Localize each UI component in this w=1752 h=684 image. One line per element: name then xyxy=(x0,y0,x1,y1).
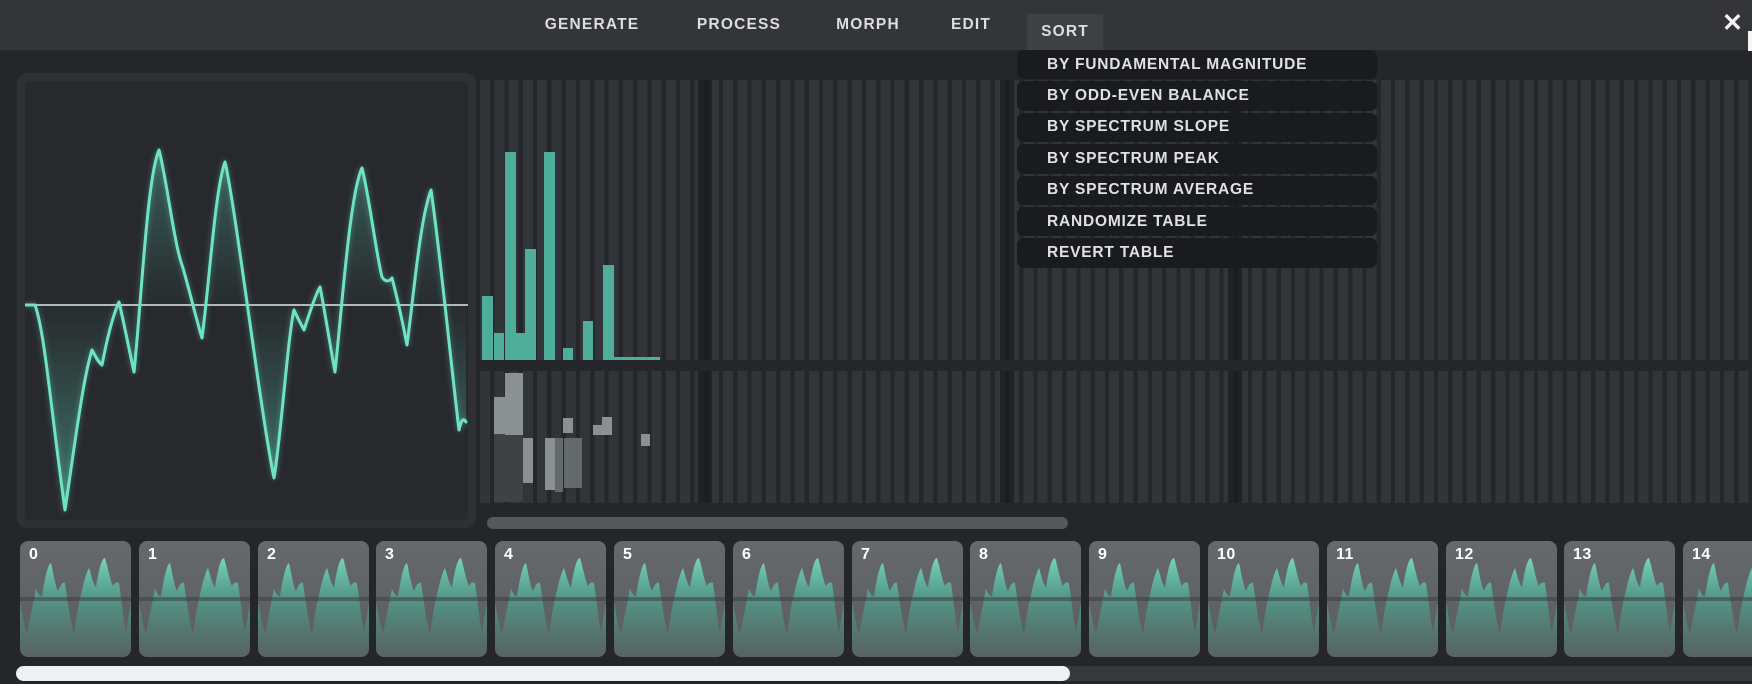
thumbnail-index-label: 0 xyxy=(29,546,39,563)
menu-item-by-spectrum-peak[interactable]: BY SPECTRUM PEAK xyxy=(1017,144,1377,174)
wavetable-thumbnail[interactable]: 7 xyxy=(852,541,963,657)
octave-separator xyxy=(1000,80,1014,360)
window-edge-sliver xyxy=(1748,31,1752,51)
amplitude-bar[interactable] xyxy=(525,249,536,360)
tab-generate[interactable]: GENERATE xyxy=(544,16,640,33)
phase-bar[interactable] xyxy=(563,418,573,433)
thumbnail-waveform xyxy=(970,558,1081,657)
thumbnail-waveform xyxy=(1089,558,1200,657)
wavetable-thumbnail[interactable]: 10 xyxy=(1208,541,1319,657)
thumbnail-waveform xyxy=(139,558,250,657)
octave-separator xyxy=(1000,371,1014,503)
amplitude-bar[interactable] xyxy=(482,296,493,360)
amplitude-bar[interactable] xyxy=(563,348,573,360)
thumbnail-waveform xyxy=(1446,558,1557,657)
thumbnail-waveform xyxy=(733,558,844,657)
table-scrollbar-thumb[interactable] xyxy=(16,666,1070,681)
wavetable-thumbnail[interactable]: 8 xyxy=(970,541,1081,657)
amplitude-bar[interactable] xyxy=(614,357,660,360)
thumbnail-waveform xyxy=(1327,558,1438,657)
thumbnail-index-label: 6 xyxy=(742,546,752,563)
thumbnail-index-label: 7 xyxy=(861,546,871,563)
thumbnail-waveform xyxy=(1564,558,1675,657)
harmonic-phase-bars[interactable] xyxy=(480,371,1752,503)
thumbnail-waveform xyxy=(1208,558,1319,657)
thumbnail-waveform xyxy=(376,558,487,657)
octave-separator xyxy=(698,80,712,360)
thumbnail-index-label: 13 xyxy=(1573,546,1592,563)
phase-bar[interactable] xyxy=(593,425,602,435)
amplitude-bar[interactable] xyxy=(505,152,516,360)
octave-separator xyxy=(698,371,712,503)
phase-bar[interactable] xyxy=(505,373,523,435)
wavetable-thumbnail[interactable]: 9 xyxy=(1089,541,1200,657)
menu-item-randomize-table[interactable]: RANDOMIZE TABLE xyxy=(1017,206,1377,237)
menu-item-by-fundamental-magnitude[interactable]: BY FUNDAMENTAL MAGNITUDE xyxy=(1017,50,1377,80)
waveform-panel xyxy=(17,73,476,528)
wavetable-thumbnail[interactable]: 5 xyxy=(614,541,725,657)
amplitude-bar[interactable] xyxy=(494,333,504,360)
phase-bar[interactable] xyxy=(555,438,563,492)
thumbnail-index-label: 2 xyxy=(267,546,277,563)
thumbnail-index-label: 4 xyxy=(504,546,514,563)
thumbnail-waveform xyxy=(20,558,131,657)
wavetable-thumbnail[interactable]: 11 xyxy=(1327,541,1438,657)
thumbnail-index-label: 3 xyxy=(385,546,395,563)
phase-bar[interactable] xyxy=(494,434,523,502)
phase-bar[interactable] xyxy=(602,417,612,435)
wavetable-thumbnail[interactable]: 2 xyxy=(258,541,369,657)
close-icon[interactable]: ✕ xyxy=(1722,9,1743,37)
spectrum-horizontal-scrollbar[interactable] xyxy=(487,517,1068,529)
menu-item-revert-table[interactable]: REVERT TABLE xyxy=(1017,238,1377,268)
sort-dropdown-menu: BY FUNDAMENTAL MAGNITUDE BY ODD-EVEN BAL… xyxy=(1017,50,1377,268)
tab-morph[interactable]: MORPH xyxy=(836,16,900,33)
phase-bar[interactable] xyxy=(641,434,650,446)
phase-bar[interactable] xyxy=(523,438,533,483)
wavetable-thumbnail[interactable]: 4 xyxy=(495,541,606,657)
menu-item-by-odd-even-balance[interactable]: BY ODD-EVEN BALANCE xyxy=(1017,81,1377,111)
wavetable-thumbnail[interactable]: 13 xyxy=(1564,541,1675,657)
top-menu-bar: GENERATE PROCESS MORPH EDIT SORT ✕ xyxy=(0,0,1752,51)
amplitude-bar[interactable] xyxy=(516,333,525,360)
thumbnail-index-label: 9 xyxy=(1098,546,1108,563)
thumbnail-index-label: 8 xyxy=(979,546,989,563)
wavetable-thumbnail[interactable]: 12 xyxy=(1446,541,1557,657)
thumbnail-index-label: 10 xyxy=(1217,546,1236,563)
wavetable-thumbnail[interactable]: 6 xyxy=(733,541,844,657)
thumbnail-waveform xyxy=(852,558,963,657)
wavetable-thumbnail[interactable]: 0 xyxy=(20,541,131,657)
wavetable-thumbnail[interactable]: 3 xyxy=(376,541,487,657)
thumbnail-index-label: 14 xyxy=(1692,546,1711,563)
tab-process[interactable]: PROCESS xyxy=(696,16,782,33)
octave-separator xyxy=(1228,371,1242,503)
wavetable-thumbnail[interactable]: 14 xyxy=(1683,541,1752,657)
thumbnail-index-label: 12 xyxy=(1455,546,1474,563)
thumbnail-waveform xyxy=(1683,563,1752,657)
phase-bar[interactable] xyxy=(545,438,555,490)
thumbnail-waveform xyxy=(614,558,725,657)
phase-bar[interactable] xyxy=(494,397,505,434)
tab-sort[interactable]: SORT xyxy=(1027,14,1103,50)
amplitude-bar[interactable] xyxy=(603,265,614,360)
waveform-display[interactable] xyxy=(25,81,468,520)
thumbnail-index-label: 11 xyxy=(1336,546,1354,563)
amplitude-bar[interactable] xyxy=(583,321,593,360)
menu-item-by-spectrum-average[interactable]: BY SPECTRUM AVERAGE xyxy=(1017,175,1377,205)
tab-edit[interactable]: EDIT xyxy=(950,16,992,33)
amplitude-bar[interactable] xyxy=(544,152,555,360)
thumbnail-waveform xyxy=(495,558,606,657)
thumbnail-index-label: 1 xyxy=(148,546,158,563)
menu-item-by-spectrum-slope[interactable]: BY SPECTRUM SLOPE xyxy=(1017,112,1377,143)
wavetable-thumbnail[interactable]: 1 xyxy=(139,541,250,657)
thumbnail-index-label: 5 xyxy=(623,546,633,563)
phase-bar[interactable] xyxy=(564,438,582,488)
thumbnail-waveform xyxy=(258,558,369,657)
